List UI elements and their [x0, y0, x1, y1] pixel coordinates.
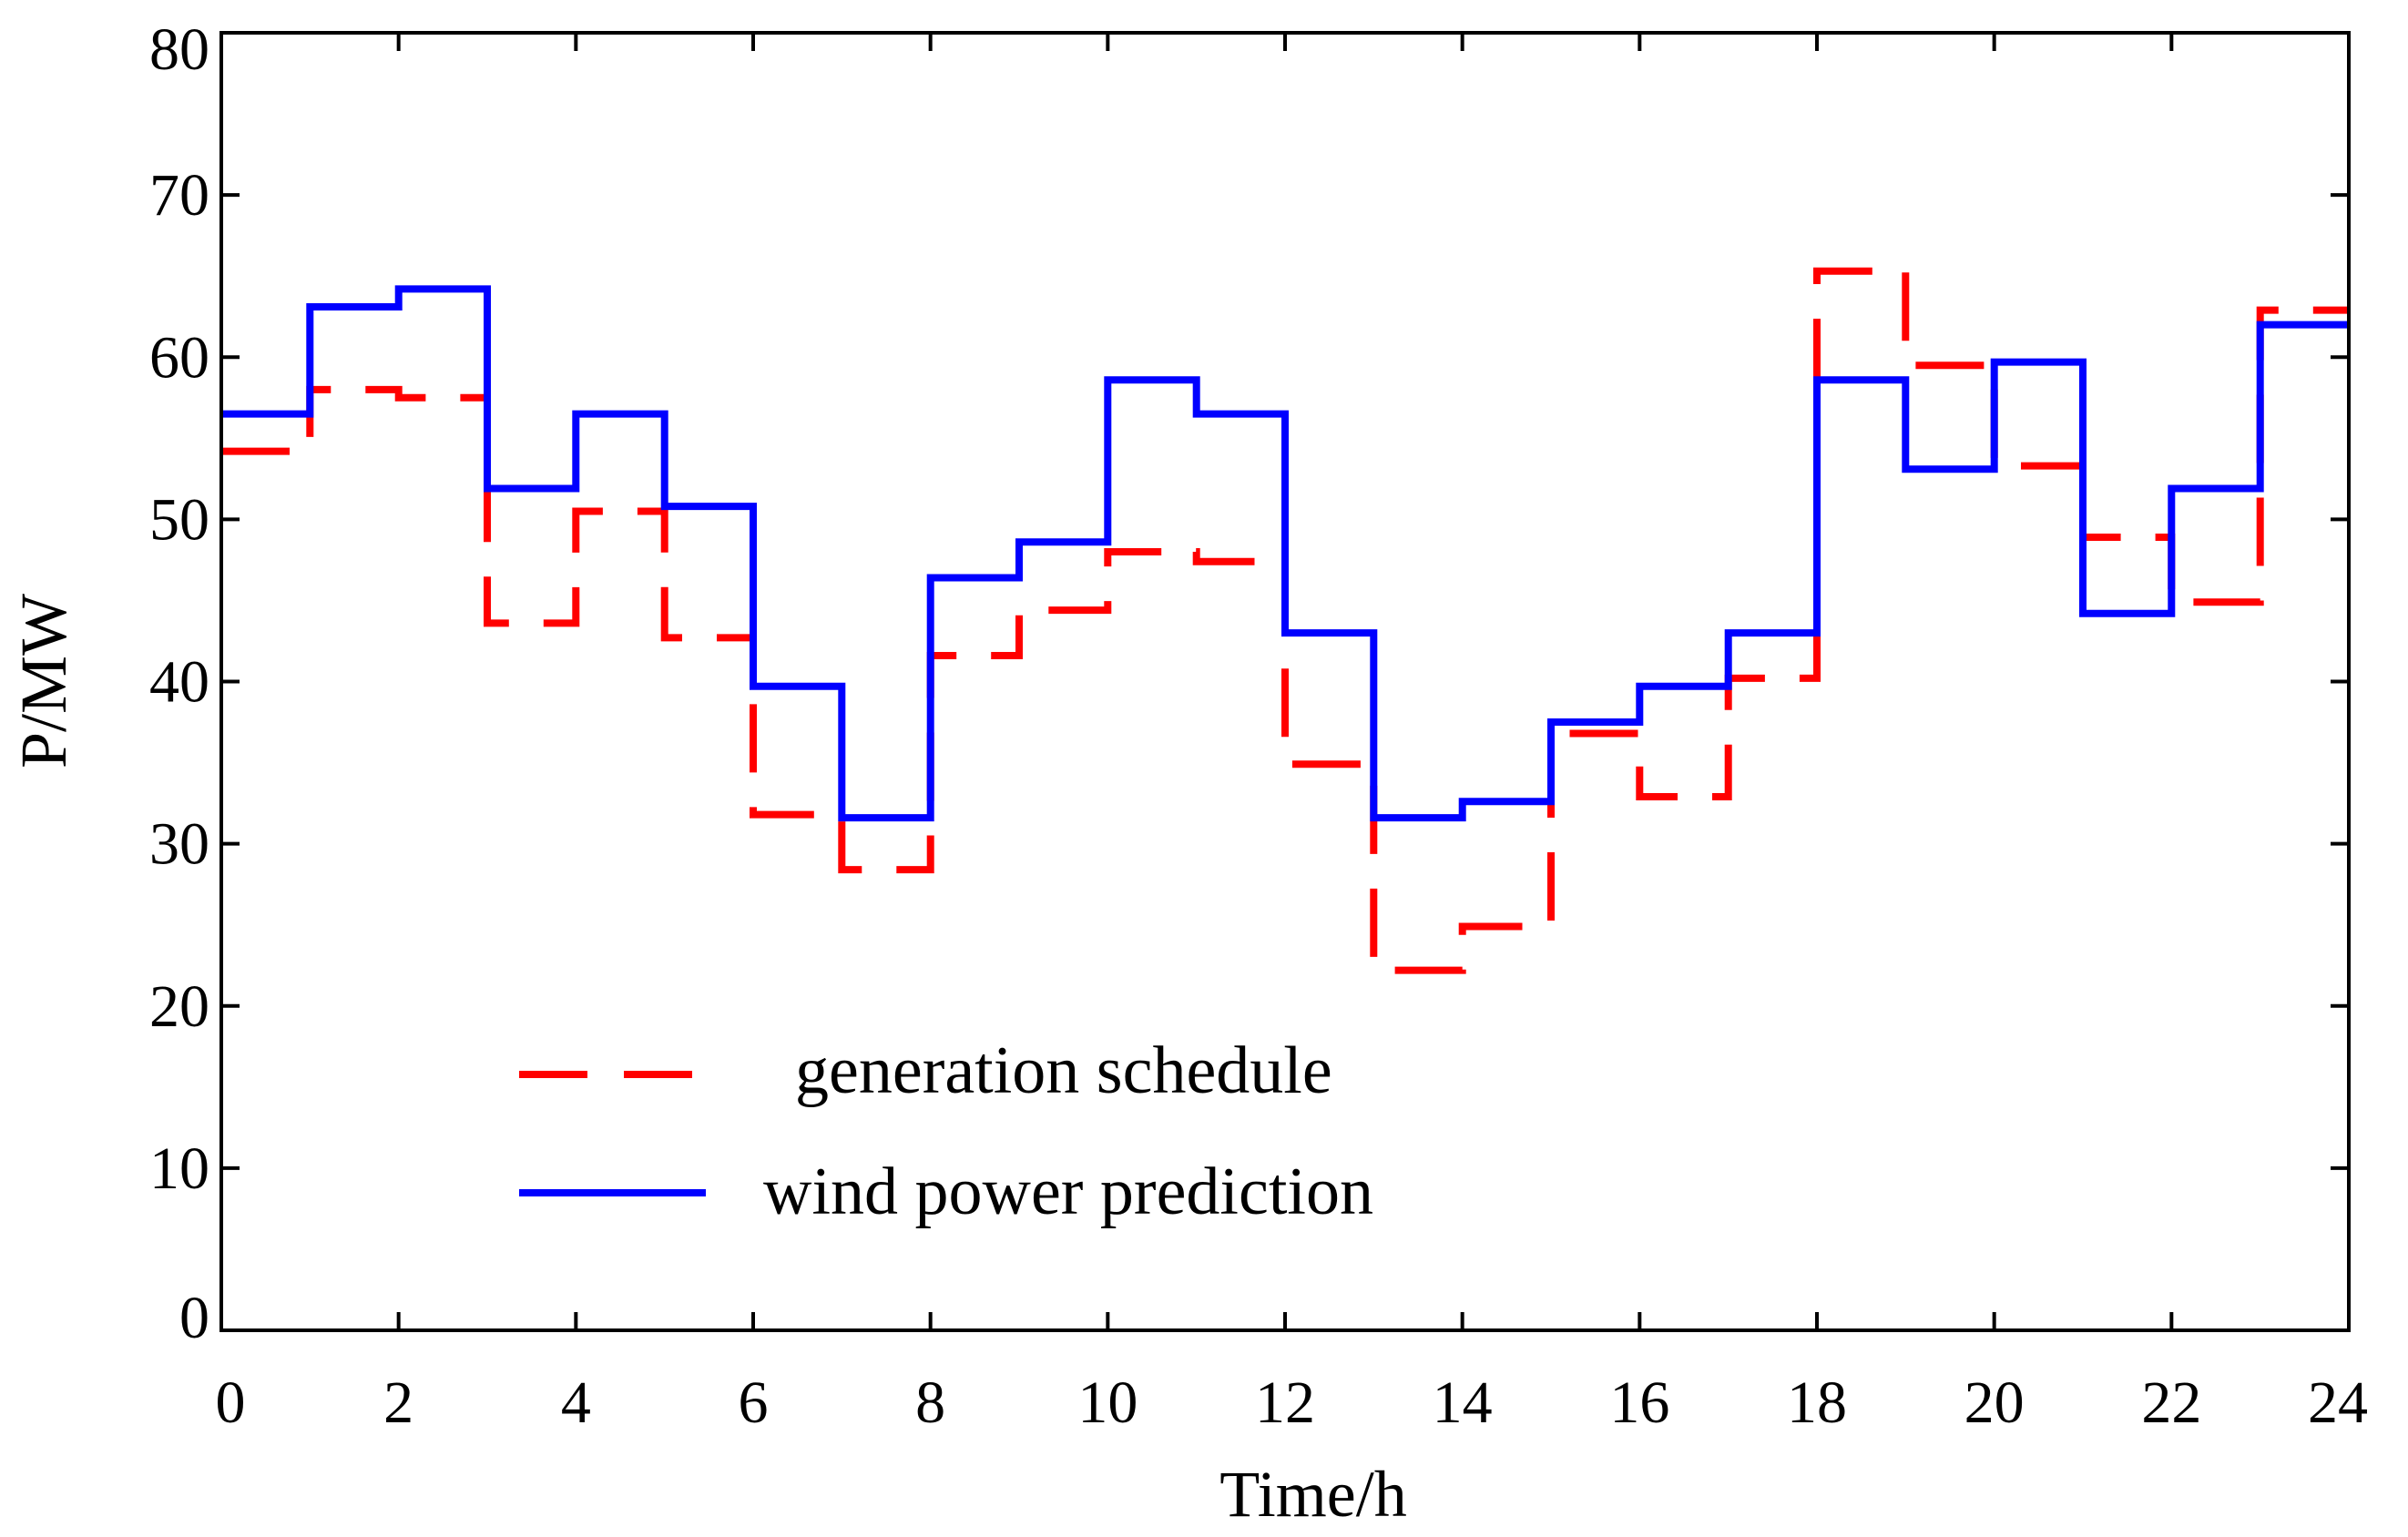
y-tick-label: 50	[149, 486, 209, 553]
y-tick-label: 30	[149, 811, 209, 878]
legend-label-wind-power-prediction: wind power prediction	[763, 1155, 1373, 1229]
chart-marks	[221, 267, 2349, 974]
x-tick-label: 8	[915, 1369, 945, 1436]
x-tick-label: 16	[1609, 1369, 1669, 1436]
axis-ticks	[219, 31, 2351, 1332]
x-tick-label: 22	[2141, 1369, 2201, 1436]
x-tick-label: 12	[1255, 1369, 1315, 1436]
y-tick-label: 60	[149, 324, 209, 391]
x-tick-label: 10	[1077, 1369, 1138, 1436]
y-tick-label: 70	[149, 162, 209, 229]
x-tick-label: 0	[216, 1369, 246, 1436]
x-tick-label: 4	[561, 1369, 591, 1436]
x-tick-label: 20	[1964, 1369, 2025, 1436]
x-tick-label: 2	[383, 1369, 413, 1436]
legend: generation schedule wind power predictio…	[519, 1033, 1373, 1229]
y-tick-label: 10	[149, 1135, 209, 1202]
y-tick-label: 80	[149, 16, 209, 83]
x-axis-title: Time/h	[1219, 1458, 1406, 1531]
x-tick-label: 24	[2308, 1369, 2368, 1436]
y-tick-label: 40	[149, 649, 209, 716]
series-line-generation-schedule	[221, 267, 2349, 974]
x-tick-label: 14	[1433, 1369, 1493, 1436]
x-tick-label: 6	[739, 1369, 769, 1436]
x-tick-label: 18	[1787, 1369, 1847, 1436]
y-axis-title: P/MW	[7, 594, 80, 768]
series-line-wind-power-prediction	[221, 285, 2349, 822]
y-tick-label: 20	[149, 973, 209, 1040]
y-tick-label: 0	[179, 1285, 209, 1351]
legend-label-generation-schedule: generation schedule	[795, 1033, 1332, 1108]
